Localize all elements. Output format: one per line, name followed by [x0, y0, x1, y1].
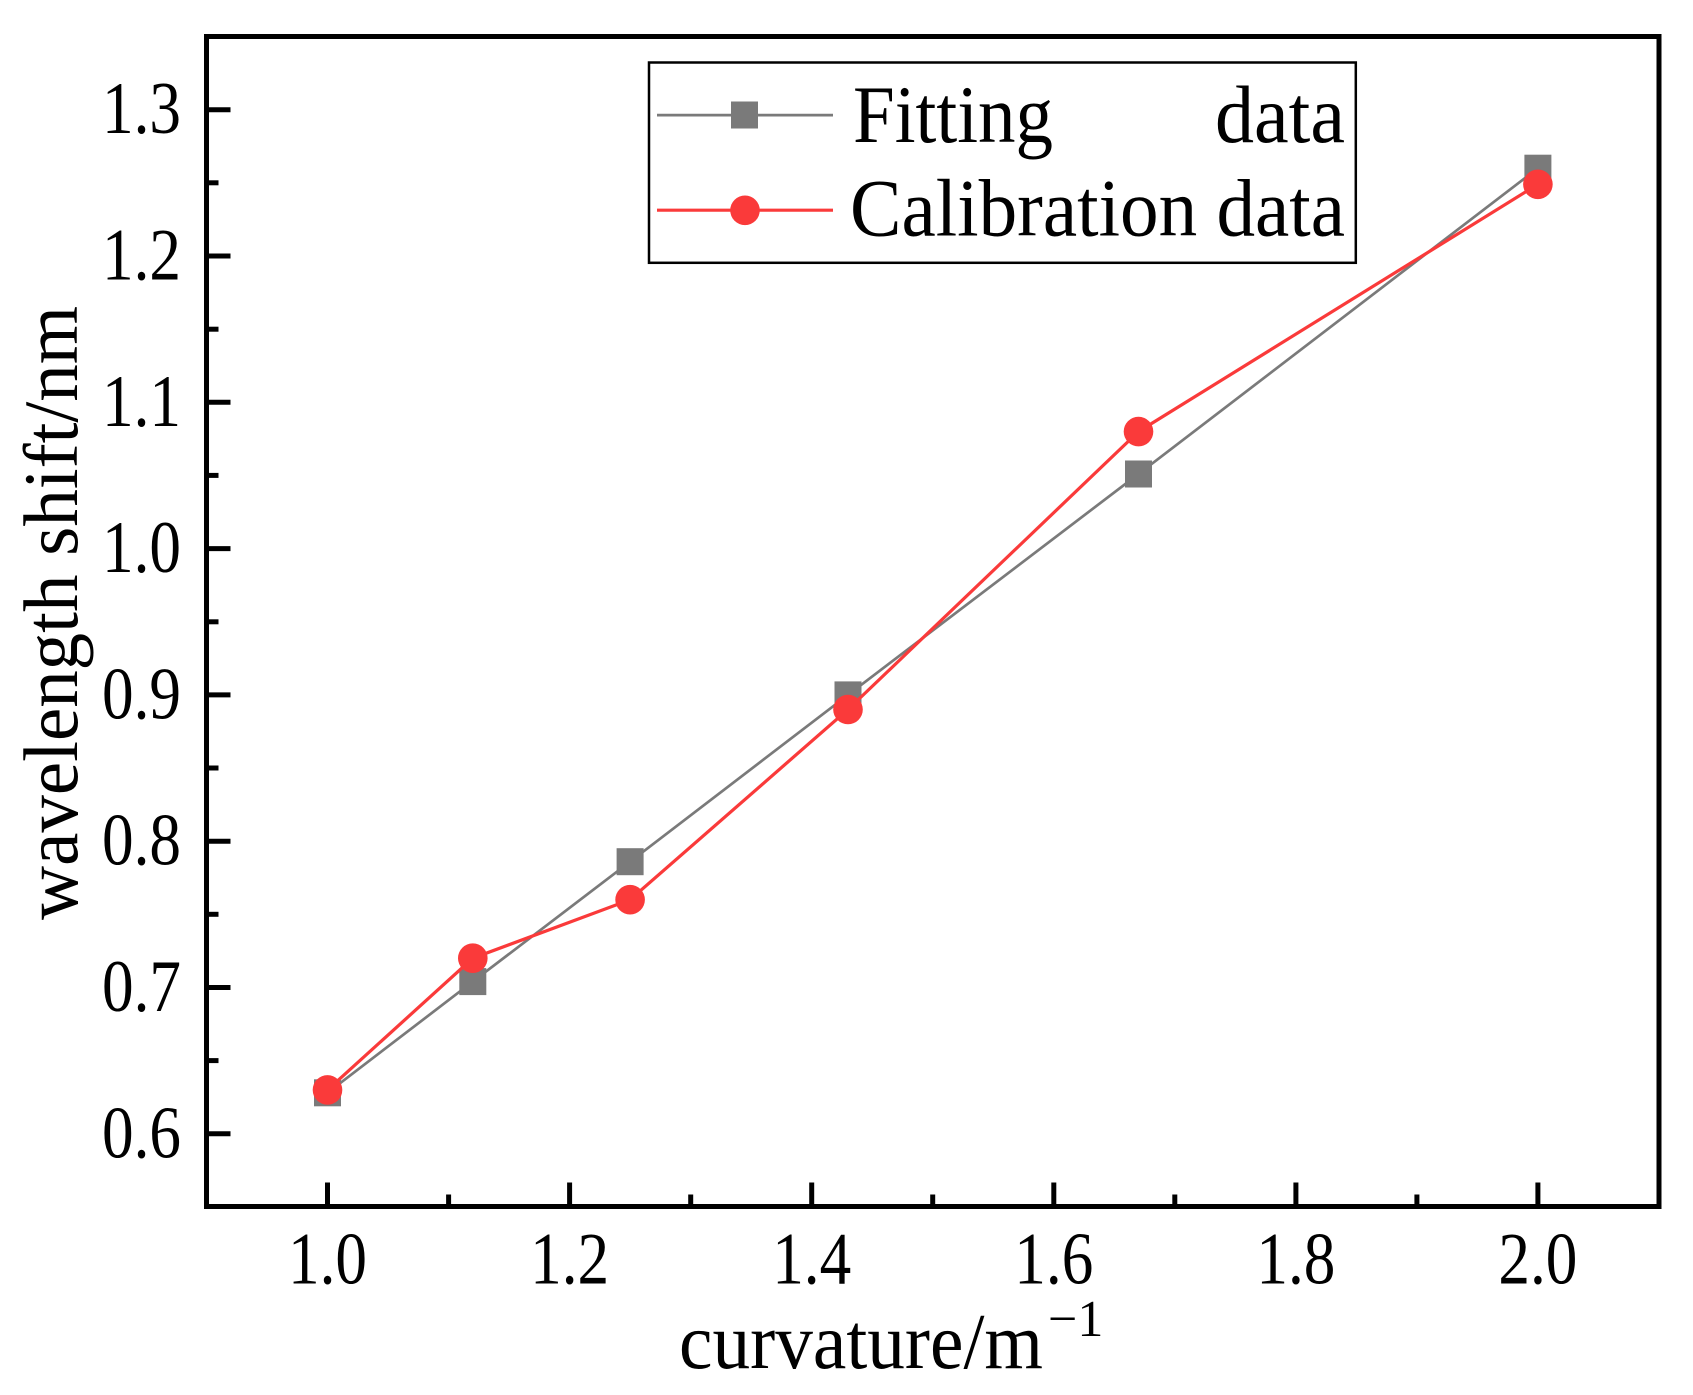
svg-text:1.2: 1.2	[530, 1219, 609, 1301]
svg-text:1.4: 1.4	[772, 1219, 851, 1301]
svg-text:1.6: 1.6	[1014, 1219, 1093, 1301]
svg-text:1.3: 1.3	[102, 68, 181, 150]
svg-text:0.7: 0.7	[102, 946, 181, 1028]
svg-text:−1: −1	[1048, 1291, 1103, 1348]
svg-text:0.6: 0.6	[102, 1092, 181, 1174]
svg-text:1.1: 1.1	[102, 361, 181, 443]
svg-text:1.8: 1.8	[1256, 1219, 1335, 1301]
svg-text:1.0: 1.0	[288, 1219, 367, 1301]
svg-text:1.0: 1.0	[102, 507, 181, 589]
svg-text:Calibration data: Calibration data	[850, 163, 1345, 254]
svg-text:data: data	[1215, 69, 1345, 160]
svg-text:wavelength shift/nm: wavelength shift/nm	[8, 306, 94, 920]
svg-text:curvature/m: curvature/m	[679, 1299, 1043, 1386]
svg-text:2.0: 2.0	[1498, 1219, 1577, 1301]
svg-text:0.8: 0.8	[102, 800, 181, 882]
svg-text:0.9: 0.9	[102, 653, 181, 735]
svg-text:1.2: 1.2	[102, 215, 181, 297]
svg-text:Fitting: Fitting	[853, 69, 1053, 160]
